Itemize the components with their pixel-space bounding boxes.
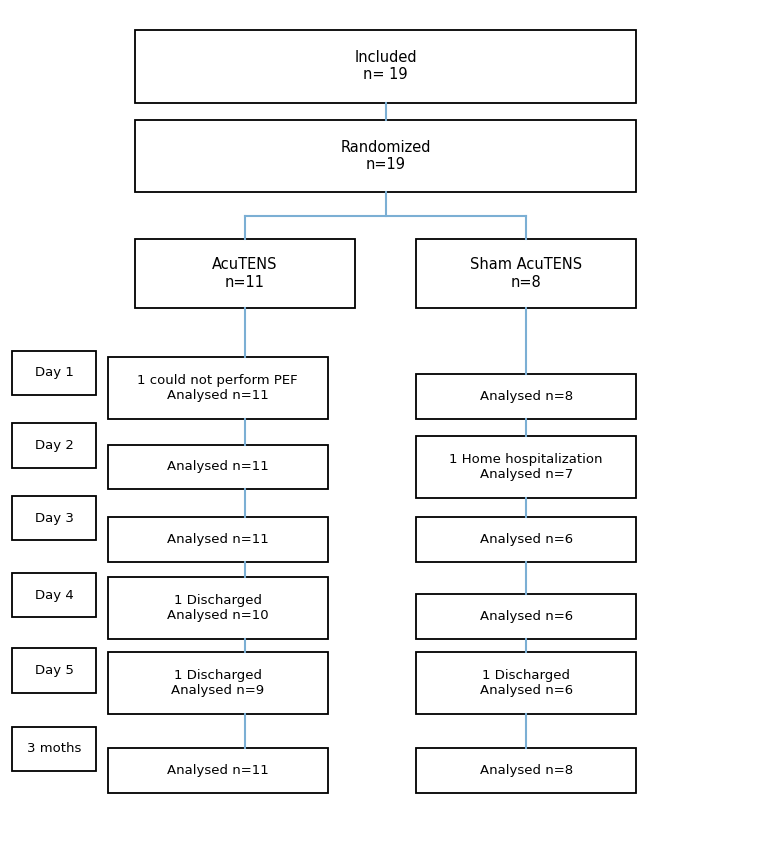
Text: Day 4: Day 4	[35, 588, 73, 602]
FancyBboxPatch shape	[12, 423, 96, 468]
Text: AcuTENS
n=11: AcuTENS n=11	[212, 257, 278, 290]
FancyBboxPatch shape	[108, 357, 328, 419]
FancyBboxPatch shape	[416, 436, 636, 498]
FancyBboxPatch shape	[12, 648, 96, 693]
Text: Analysed n=8: Analysed n=8	[480, 390, 573, 404]
FancyBboxPatch shape	[12, 727, 96, 771]
FancyBboxPatch shape	[416, 374, 636, 419]
Text: 1 could not perform PEF
Analysed n=11: 1 could not perform PEF Analysed n=11	[137, 374, 298, 402]
FancyBboxPatch shape	[108, 577, 328, 639]
Text: 3 moths: 3 moths	[27, 742, 81, 756]
FancyBboxPatch shape	[12, 351, 96, 395]
FancyBboxPatch shape	[12, 496, 96, 540]
Text: 1 Discharged
Analysed n=9: 1 Discharged Analysed n=9	[171, 669, 264, 697]
Text: Analysed n=11: Analysed n=11	[167, 533, 268, 546]
FancyBboxPatch shape	[135, 239, 355, 308]
FancyBboxPatch shape	[108, 748, 328, 793]
Text: 1 Home hospitalization
Analysed n=7: 1 Home hospitalization Analysed n=7	[449, 453, 603, 481]
FancyBboxPatch shape	[108, 445, 328, 489]
Text: Day 3: Day 3	[35, 511, 73, 525]
FancyBboxPatch shape	[416, 517, 636, 562]
Text: Day 1: Day 1	[35, 366, 73, 380]
FancyBboxPatch shape	[108, 652, 328, 714]
FancyBboxPatch shape	[135, 30, 636, 103]
FancyBboxPatch shape	[12, 573, 96, 617]
Text: 1 Discharged
Analysed n=10: 1 Discharged Analysed n=10	[167, 594, 268, 622]
FancyBboxPatch shape	[416, 652, 636, 714]
Text: Day 2: Day 2	[35, 439, 73, 452]
Text: Analysed n=6: Analysed n=6	[480, 610, 573, 623]
Text: 1 Discharged
Analysed n=6: 1 Discharged Analysed n=6	[480, 669, 573, 697]
Text: Analysed n=11: Analysed n=11	[167, 764, 268, 777]
FancyBboxPatch shape	[416, 239, 636, 308]
FancyBboxPatch shape	[416, 748, 636, 793]
FancyBboxPatch shape	[416, 594, 636, 639]
Text: Analysed n=8: Analysed n=8	[480, 764, 573, 777]
Text: Included
n= 19: Included n= 19	[354, 50, 417, 82]
Text: Sham AcuTENS
n=8: Sham AcuTENS n=8	[470, 257, 582, 290]
Text: Day 5: Day 5	[35, 663, 73, 677]
FancyBboxPatch shape	[135, 120, 636, 192]
FancyBboxPatch shape	[108, 517, 328, 562]
Text: Analysed n=11: Analysed n=11	[167, 460, 268, 474]
Text: Randomized
n=19: Randomized n=19	[340, 140, 431, 172]
Text: Analysed n=6: Analysed n=6	[480, 533, 573, 546]
